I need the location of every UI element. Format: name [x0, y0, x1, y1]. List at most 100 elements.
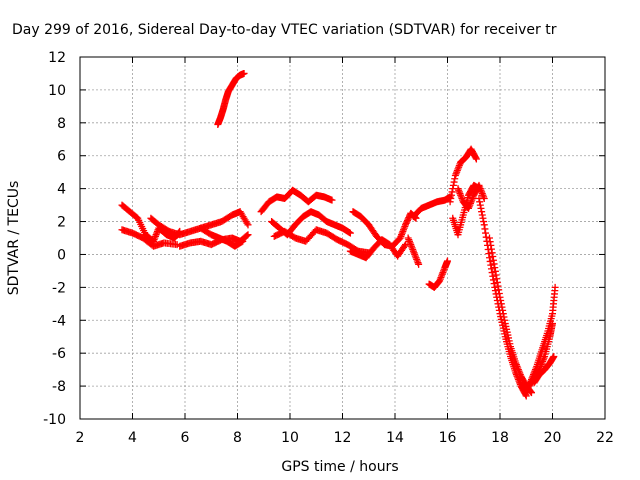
data-point [538, 359, 546, 367]
data-point [512, 361, 520, 369]
data-point [458, 195, 466, 203]
data-point [151, 232, 159, 240]
data-point [540, 354, 548, 362]
y-tick-label: 4 [57, 182, 66, 198]
data-point [243, 232, 251, 240]
x-tick-label: 6 [181, 430, 190, 446]
x-tick-label: 20 [544, 430, 562, 446]
data-point [409, 247, 417, 255]
data-point [455, 163, 463, 171]
data-point [453, 167, 461, 175]
data-point [539, 356, 547, 364]
x-tick-label: 16 [439, 430, 457, 446]
data-point [411, 252, 419, 260]
x-tick-label: 10 [281, 430, 299, 446]
y-tick-label: -10 [43, 412, 66, 428]
data-point [397, 232, 405, 240]
x-tick-label: 8 [233, 430, 242, 446]
data-point [524, 385, 532, 393]
data-point [478, 190, 486, 198]
data-point [478, 208, 486, 216]
data-point [549, 320, 556, 328]
data-point [550, 352, 558, 360]
data-point [436, 277, 444, 285]
data-point [457, 191, 465, 199]
data-point [454, 165, 462, 173]
data-point [455, 186, 463, 194]
data-point [489, 276, 497, 284]
data-point [512, 359, 520, 367]
data-point [488, 249, 496, 257]
x-tick-label: 14 [386, 430, 404, 446]
data-point [497, 300, 505, 308]
data-point [497, 297, 505, 305]
data-point [491, 267, 499, 275]
data-point [496, 293, 504, 301]
data-point [485, 250, 493, 258]
data-point [480, 218, 488, 226]
data-point [448, 188, 456, 196]
y-axis-ticks: -10 -8 -6 -4 -2 0 2 4 6 8 10 12 [43, 50, 605, 428]
data-point [480, 221, 488, 229]
data-point [490, 260, 498, 268]
data-point [479, 191, 487, 199]
data-point [456, 190, 464, 198]
data-point [499, 306, 507, 314]
data-point [455, 188, 463, 196]
data-point [515, 367, 523, 375]
data-point [414, 259, 422, 267]
data-point [486, 254, 493, 262]
data-point [436, 275, 444, 283]
data-point [500, 313, 508, 321]
grid-lines [80, 57, 605, 419]
data-point [465, 203, 473, 211]
y-tick-label: 0 [57, 247, 66, 263]
y-tick-label: 2 [57, 215, 66, 231]
x-tick-label: 2 [76, 430, 85, 446]
y-axis-label: SDTVAR / TECUs [6, 181, 22, 296]
data-point [400, 224, 408, 232]
data-point [488, 269, 496, 277]
data-point [453, 168, 461, 176]
data-point [477, 204, 485, 212]
data-point [495, 290, 503, 298]
x-tick-label: 22 [596, 430, 614, 446]
data-point [451, 171, 459, 179]
data-point [513, 362, 521, 370]
data-point [398, 229, 406, 237]
data-point [405, 236, 413, 244]
data-point [486, 238, 494, 246]
data-point [479, 214, 487, 222]
chart-title: Day 299 of 2016, Sidereal Day-to-day VTE… [12, 22, 557, 38]
data-point [523, 387, 531, 395]
data-point [514, 364, 522, 372]
data-point [408, 244, 416, 252]
data-point [516, 369, 524, 377]
data-point [494, 282, 502, 290]
data-point [468, 196, 476, 204]
data-point [446, 198, 454, 206]
data-point [491, 264, 499, 272]
data-point [499, 310, 507, 318]
data-point [440, 267, 448, 275]
data-point [486, 234, 493, 242]
data-point [401, 222, 409, 230]
data-point [451, 175, 459, 183]
data-point [405, 237, 413, 245]
data-point [489, 253, 497, 261]
data-point [491, 283, 499, 291]
data-point [486, 257, 494, 265]
data-point [409, 246, 417, 254]
data-point [475, 195, 483, 203]
data-point [514, 366, 522, 374]
data-point [240, 69, 248, 77]
data-point [407, 241, 415, 249]
data-point [153, 229, 161, 237]
data-point [477, 186, 485, 194]
data-point [493, 278, 501, 286]
data-point [476, 198, 484, 206]
data-point [444, 257, 451, 265]
data-point [454, 185, 462, 193]
data-point [487, 261, 495, 269]
